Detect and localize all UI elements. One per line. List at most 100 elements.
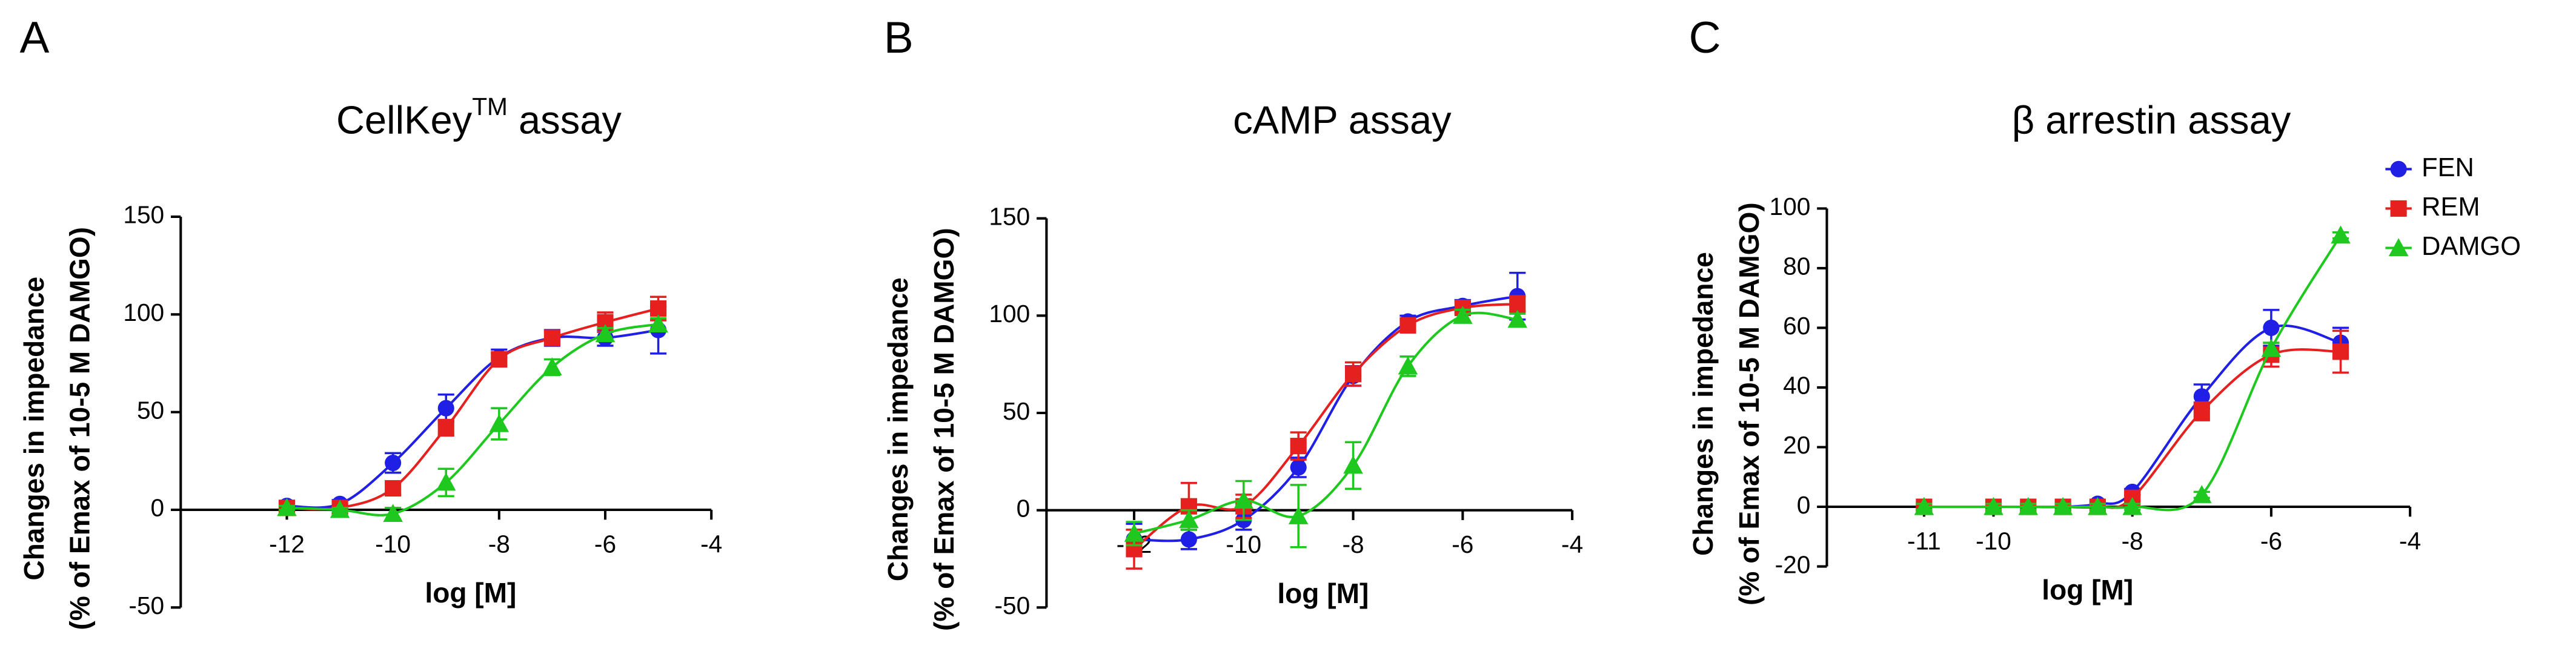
marker xyxy=(2088,496,2108,515)
marker xyxy=(1399,317,1416,334)
x-tick-label: -4 xyxy=(2399,527,2421,555)
panel-letter: C xyxy=(1689,13,1721,62)
marker xyxy=(436,472,456,491)
marker xyxy=(595,324,616,343)
marker xyxy=(437,419,454,437)
y-axis-label: Changes in impedance xyxy=(882,277,914,581)
marker xyxy=(2192,485,2212,503)
y-tick-label: -50 xyxy=(128,592,164,619)
panel-letter: B xyxy=(884,13,914,62)
marker xyxy=(650,300,667,317)
y-axis-label: (% of Emax of 10-5 M DAMGO) xyxy=(1733,202,1765,605)
x-axis-label: log [M] xyxy=(1277,578,1369,609)
legend-label: FEN xyxy=(2422,153,2474,182)
y-tick-label: 0 xyxy=(151,494,165,522)
x-tick-label: -4 xyxy=(700,530,722,558)
title-suffix: assay xyxy=(508,98,622,142)
x-tick-label: -8 xyxy=(488,530,510,558)
y-tick-label: 0 xyxy=(1017,494,1031,522)
y-tick-label: 50 xyxy=(137,396,164,424)
y-axis-label: (% of Emax of 10-5 M DAMGO) xyxy=(928,228,960,631)
y-tick-label: 0 xyxy=(1797,491,1811,519)
legend-marker xyxy=(2390,200,2407,217)
marker xyxy=(2263,319,2280,337)
y-tick-label: 100 xyxy=(1769,193,1810,220)
curve xyxy=(287,307,659,511)
marker xyxy=(2332,343,2349,360)
marker xyxy=(2193,403,2210,420)
legend-label: DAMGO xyxy=(2422,232,2521,261)
y-tick-label: -20 xyxy=(1775,550,1811,578)
legend-marker xyxy=(2388,238,2409,257)
marker xyxy=(437,400,454,417)
y-tick-label: 100 xyxy=(123,299,164,326)
marker xyxy=(2331,225,2351,244)
marker xyxy=(1983,496,2003,515)
marker xyxy=(2122,496,2142,515)
marker xyxy=(1288,506,1309,524)
panel: Cβ arrestin assay Changes in impedance (% … xyxy=(1687,13,2521,605)
marker xyxy=(1509,295,1526,312)
marker xyxy=(385,480,402,497)
marker xyxy=(2053,496,2073,515)
legend-label: REM xyxy=(2422,193,2480,222)
marker xyxy=(1507,309,1528,328)
chart-title: cAMP assay xyxy=(1233,98,1452,142)
marker xyxy=(1124,523,1144,542)
chart-title: β arrestin assay xyxy=(2012,98,2291,142)
y-tick-label: 150 xyxy=(989,202,1030,230)
marker xyxy=(1914,496,1934,515)
marker xyxy=(330,500,350,518)
curve xyxy=(1134,311,1518,535)
x-tick-label: -10 xyxy=(1976,527,2011,555)
marker xyxy=(1345,366,1362,383)
y-tick-label: 40 xyxy=(1783,372,1810,400)
curve xyxy=(287,323,659,516)
title-text: CellKey xyxy=(336,98,473,142)
y-axis-label: Changes in impedance xyxy=(1687,252,1719,556)
x-tick-label: -10 xyxy=(375,530,411,558)
marker xyxy=(1179,510,1199,529)
marker xyxy=(2261,338,2282,357)
marker xyxy=(1453,306,1473,324)
x-tick-label: -8 xyxy=(2122,527,2143,555)
y-tick-label: 20 xyxy=(1783,431,1810,459)
marker xyxy=(491,351,508,368)
curve xyxy=(287,329,659,509)
y-tick-label: 100 xyxy=(989,300,1030,328)
marker xyxy=(2018,496,2039,515)
x-tick-label: -10 xyxy=(1226,530,1261,558)
x-tick-label: -8 xyxy=(1342,530,1364,558)
x-tick-label: -6 xyxy=(1452,530,1473,558)
marker xyxy=(383,504,403,523)
x-tick-label: -4 xyxy=(1561,530,1583,558)
marker xyxy=(542,357,562,375)
marker xyxy=(1290,459,1307,476)
x-axis-label: log [M] xyxy=(2042,574,2133,605)
y-tick-label: 50 xyxy=(1003,397,1030,425)
curve xyxy=(1924,234,2342,512)
marker xyxy=(1290,438,1307,455)
y-tick-label: -50 xyxy=(994,592,1030,619)
y-axis-label: (% of Emax of 10-5 M DAMGO) xyxy=(64,227,96,630)
marker xyxy=(385,454,402,472)
y-tick-label: 150 xyxy=(123,201,164,229)
curve xyxy=(1134,295,1518,543)
marker xyxy=(489,414,510,432)
y-tick-label: 60 xyxy=(1783,312,1810,340)
marker xyxy=(543,329,560,346)
marker xyxy=(2193,388,2210,405)
y-axis-label: Changes in impedance xyxy=(18,277,50,581)
x-tick-label: -6 xyxy=(594,530,616,558)
x-tick-label: -6 xyxy=(2260,527,2282,555)
chart-title: CellKeyTM assay xyxy=(336,93,622,142)
title-text: β arrestin assay xyxy=(2012,98,2291,142)
x-tick-label: -11 xyxy=(1907,527,1941,555)
x-axis-label: log [M] xyxy=(425,577,516,609)
title-superscript: TM xyxy=(472,93,508,120)
legend-marker xyxy=(2390,160,2407,177)
marker xyxy=(648,314,668,332)
panel: A CellKeyTM assay Changes in impedance (% o… xyxy=(18,13,722,630)
